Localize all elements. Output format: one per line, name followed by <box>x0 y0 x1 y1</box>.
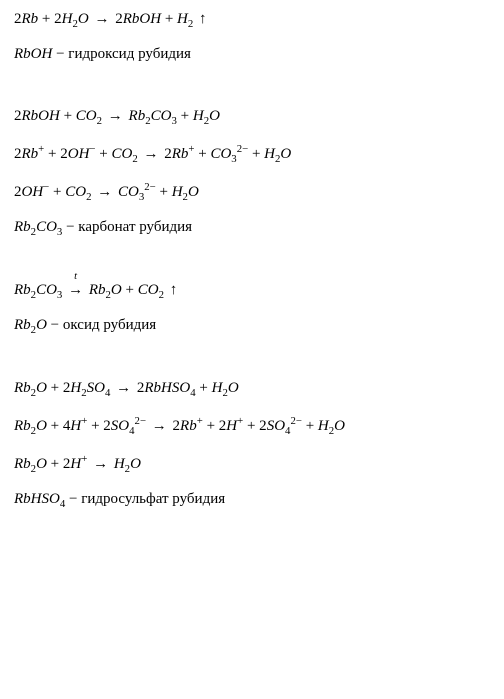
equations-page: 2Rb + 2H2O → 2RbOH + H2 ↑ RbOH − гидрокс… <box>0 0 504 535</box>
name-3-text: оксид рубидия <box>63 317 156 333</box>
equation-3: Rb2CO3 → Rb2O + CO2 ↑ <box>14 281 490 302</box>
equation-2b: 2Rb+ + 2OH− + CO2 → 2Rb+ + CO32− + H2O <box>14 142 490 166</box>
compound-name-1: RbOH − гидроксид рубидия <box>14 45 490 65</box>
name-1-text: гидроксид рубидия <box>68 46 191 62</box>
equation-4c: Rb2O + 2H+ → H2O <box>14 452 490 476</box>
compound-name-2: Rb2CO3 − карбонат рубидия <box>14 218 490 239</box>
compound-name-3: Rb2O − оксид рубидия <box>14 316 490 337</box>
name-4-text: гидросульфат рубидия <box>81 491 225 507</box>
name-2-text: карбонат рубидия <box>78 219 192 235</box>
equation-4b: Rb2O + 4H+ + 2SO42− → 2Rb+ + 2H+ + 2SO42… <box>14 414 490 438</box>
equation-2c: 2OH− + CO2 → CO32− + H2O <box>14 180 490 204</box>
equation-1: 2Rb + 2H2O → 2RbOH + H2 ↑ <box>14 10 490 31</box>
compound-name-4: RbHSO4 − гидросульфат рубидия <box>14 490 490 511</box>
equation-4a: Rb2O + 2H2SO4 → 2RbHSO4 + H2O <box>14 379 490 400</box>
equation-2a: 2RbOH + CO2 → Rb2CO3 + H2O <box>14 107 490 128</box>
